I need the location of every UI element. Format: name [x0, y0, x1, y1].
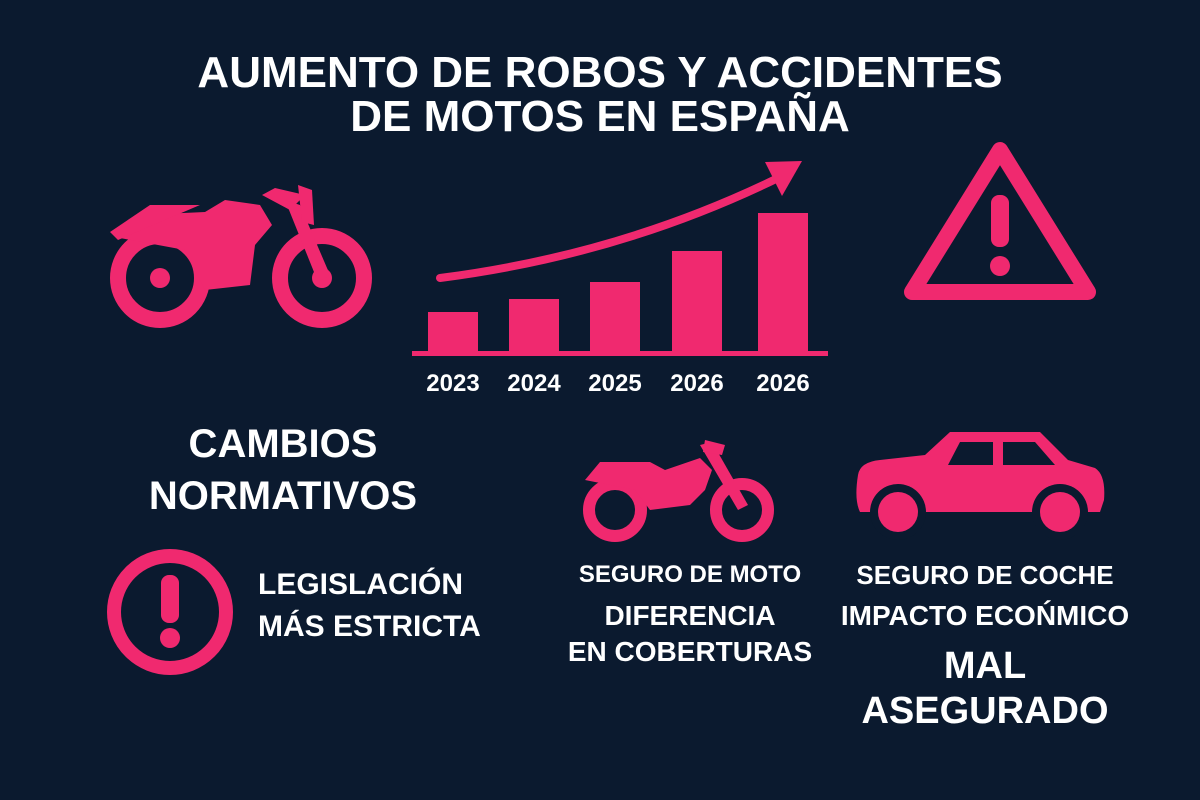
car-icon — [856, 432, 1105, 540]
x-tick-label: 2026 — [756, 370, 810, 397]
bar-1 — [509, 299, 559, 353]
motorcycle-icon — [110, 185, 372, 328]
x-tick-label: 2023 — [426, 370, 480, 397]
seguro-coche-subtitle: IMPACTO ECOŃMICO — [840, 600, 1130, 631]
bar-chart — [412, 213, 828, 356]
cambios-line-1: CAMBIOS — [188, 422, 378, 466]
seguro-moto-title: SEGURO DE MOTO — [578, 561, 802, 588]
bar-3 — [672, 251, 722, 353]
seguro-coche-title: SEGURO DE COCHE — [856, 560, 1114, 590]
motorcycle-small-icon — [583, 440, 774, 542]
x-tick-label: 2026 — [670, 370, 724, 397]
seguro-coche-line-2: ASEGURADO — [861, 690, 1109, 732]
bar-4 — [758, 213, 808, 353]
seguro-coche-line-1: MAL — [943, 645, 1027, 687]
cambios-line-2: NORMATIVOS — [148, 474, 418, 518]
x-tick-label: 2024 — [507, 370, 561, 397]
seguro-moto-line-1: DIFERENCIA — [604, 600, 776, 631]
legislacion-line-1: LEGISLACIÓN — [258, 568, 464, 601]
trend-arrowhead — [765, 161, 802, 196]
x-tick-label: 2025 — [588, 370, 642, 397]
warning-triangle-icon — [904, 142, 1096, 300]
trend-arrow-icon — [436, 174, 782, 282]
x-axis-line — [412, 351, 828, 356]
bar-0 — [428, 312, 478, 353]
legislacion-line-2: MÁS ESTRICTA — [258, 610, 481, 643]
seguro-moto-line-2: EN COBERTURAS — [567, 636, 813, 667]
exclamation-circle-icon — [107, 549, 233, 675]
title-line-2: DE MOTOS EN ESPAÑA — [350, 92, 850, 141]
bar-2 — [590, 282, 640, 353]
title-line-1: AUMENTO DE ROBOS Y ACCIDENTES — [197, 48, 1003, 97]
